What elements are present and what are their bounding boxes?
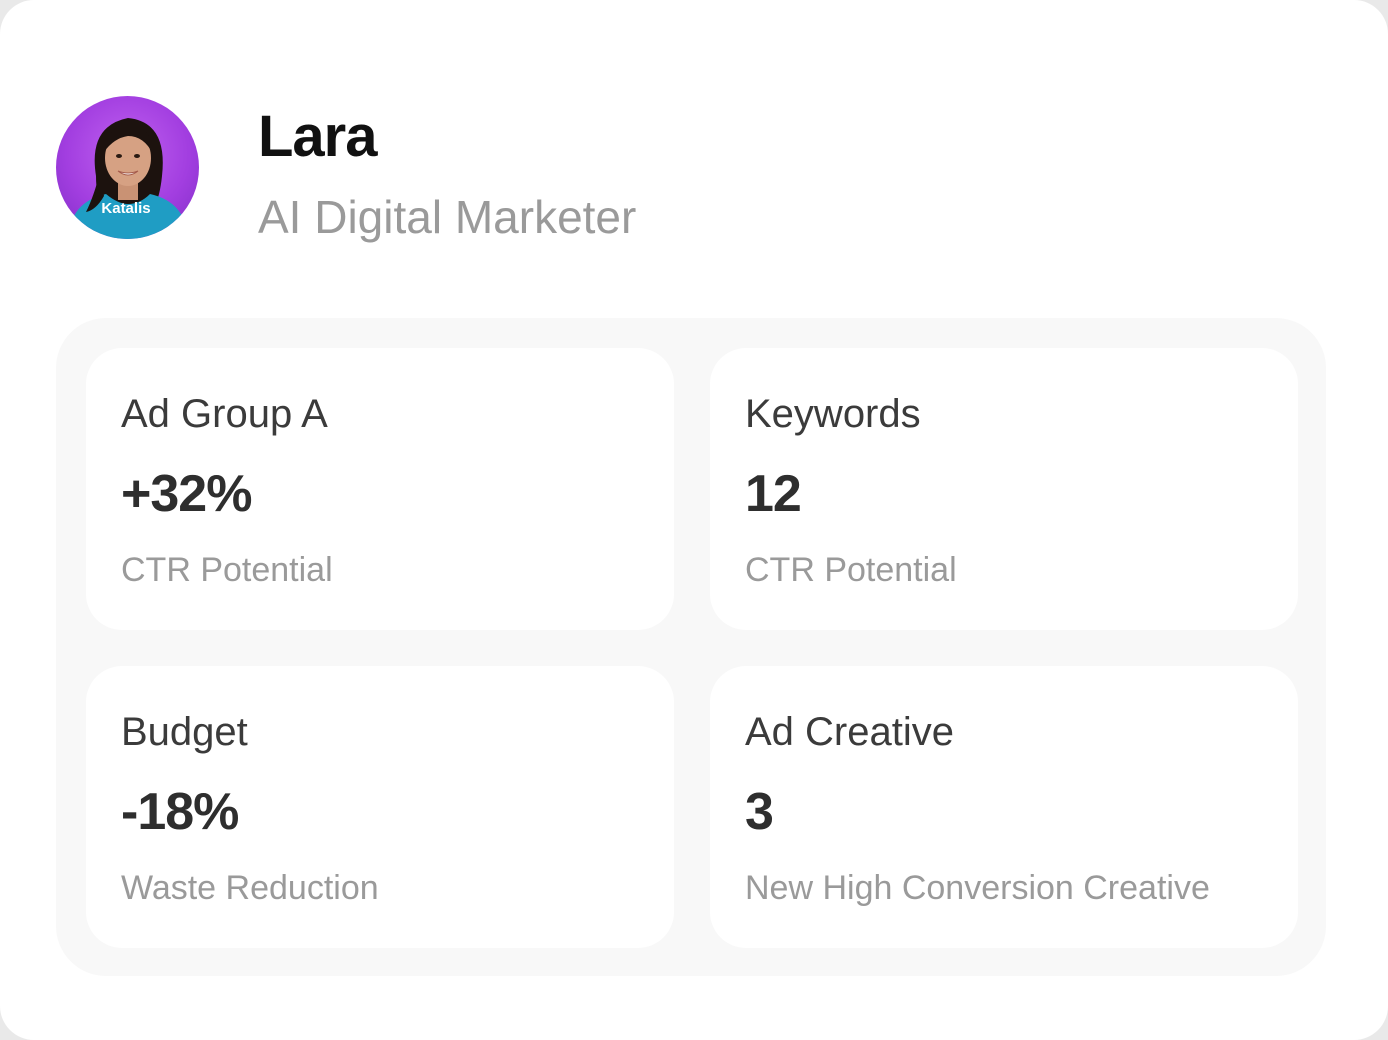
stat-caption: Waste Reduction	[121, 869, 379, 907]
stat-value: 3	[745, 783, 774, 841]
profile-name: Lara	[258, 104, 378, 169]
stat-card-keywords: Keywords 12 CTR Potential	[710, 348, 1298, 630]
stat-caption: CTR Potential	[745, 551, 957, 589]
stat-label: Keywords	[745, 392, 921, 436]
stat-label: Ad Group A	[121, 392, 328, 436]
avatar-portrait: Katalis	[68, 118, 188, 239]
stat-value: 12	[745, 465, 802, 523]
stat-caption: New High Conversion Creative	[745, 869, 1210, 907]
stat-value: +32%	[121, 465, 252, 523]
stat-card-ad-creative: Ad Creative 3 New High Conversion Creati…	[710, 666, 1298, 948]
stat-label: Budget	[121, 710, 248, 754]
stat-label: Ad Creative	[745, 710, 954, 754]
stat-card-budget: Budget -18% Waste Reduction	[86, 666, 674, 948]
stat-card-ad-group: Ad Group A +32% CTR Potential	[86, 348, 674, 630]
avatar: Katalis	[56, 96, 199, 239]
stat-caption: CTR Potential	[121, 551, 333, 589]
profile-role: AI Digital Marketer	[258, 191, 637, 243]
avatar-shirt-text: Katalis	[101, 200, 150, 217]
stat-value: -18%	[121, 783, 239, 841]
